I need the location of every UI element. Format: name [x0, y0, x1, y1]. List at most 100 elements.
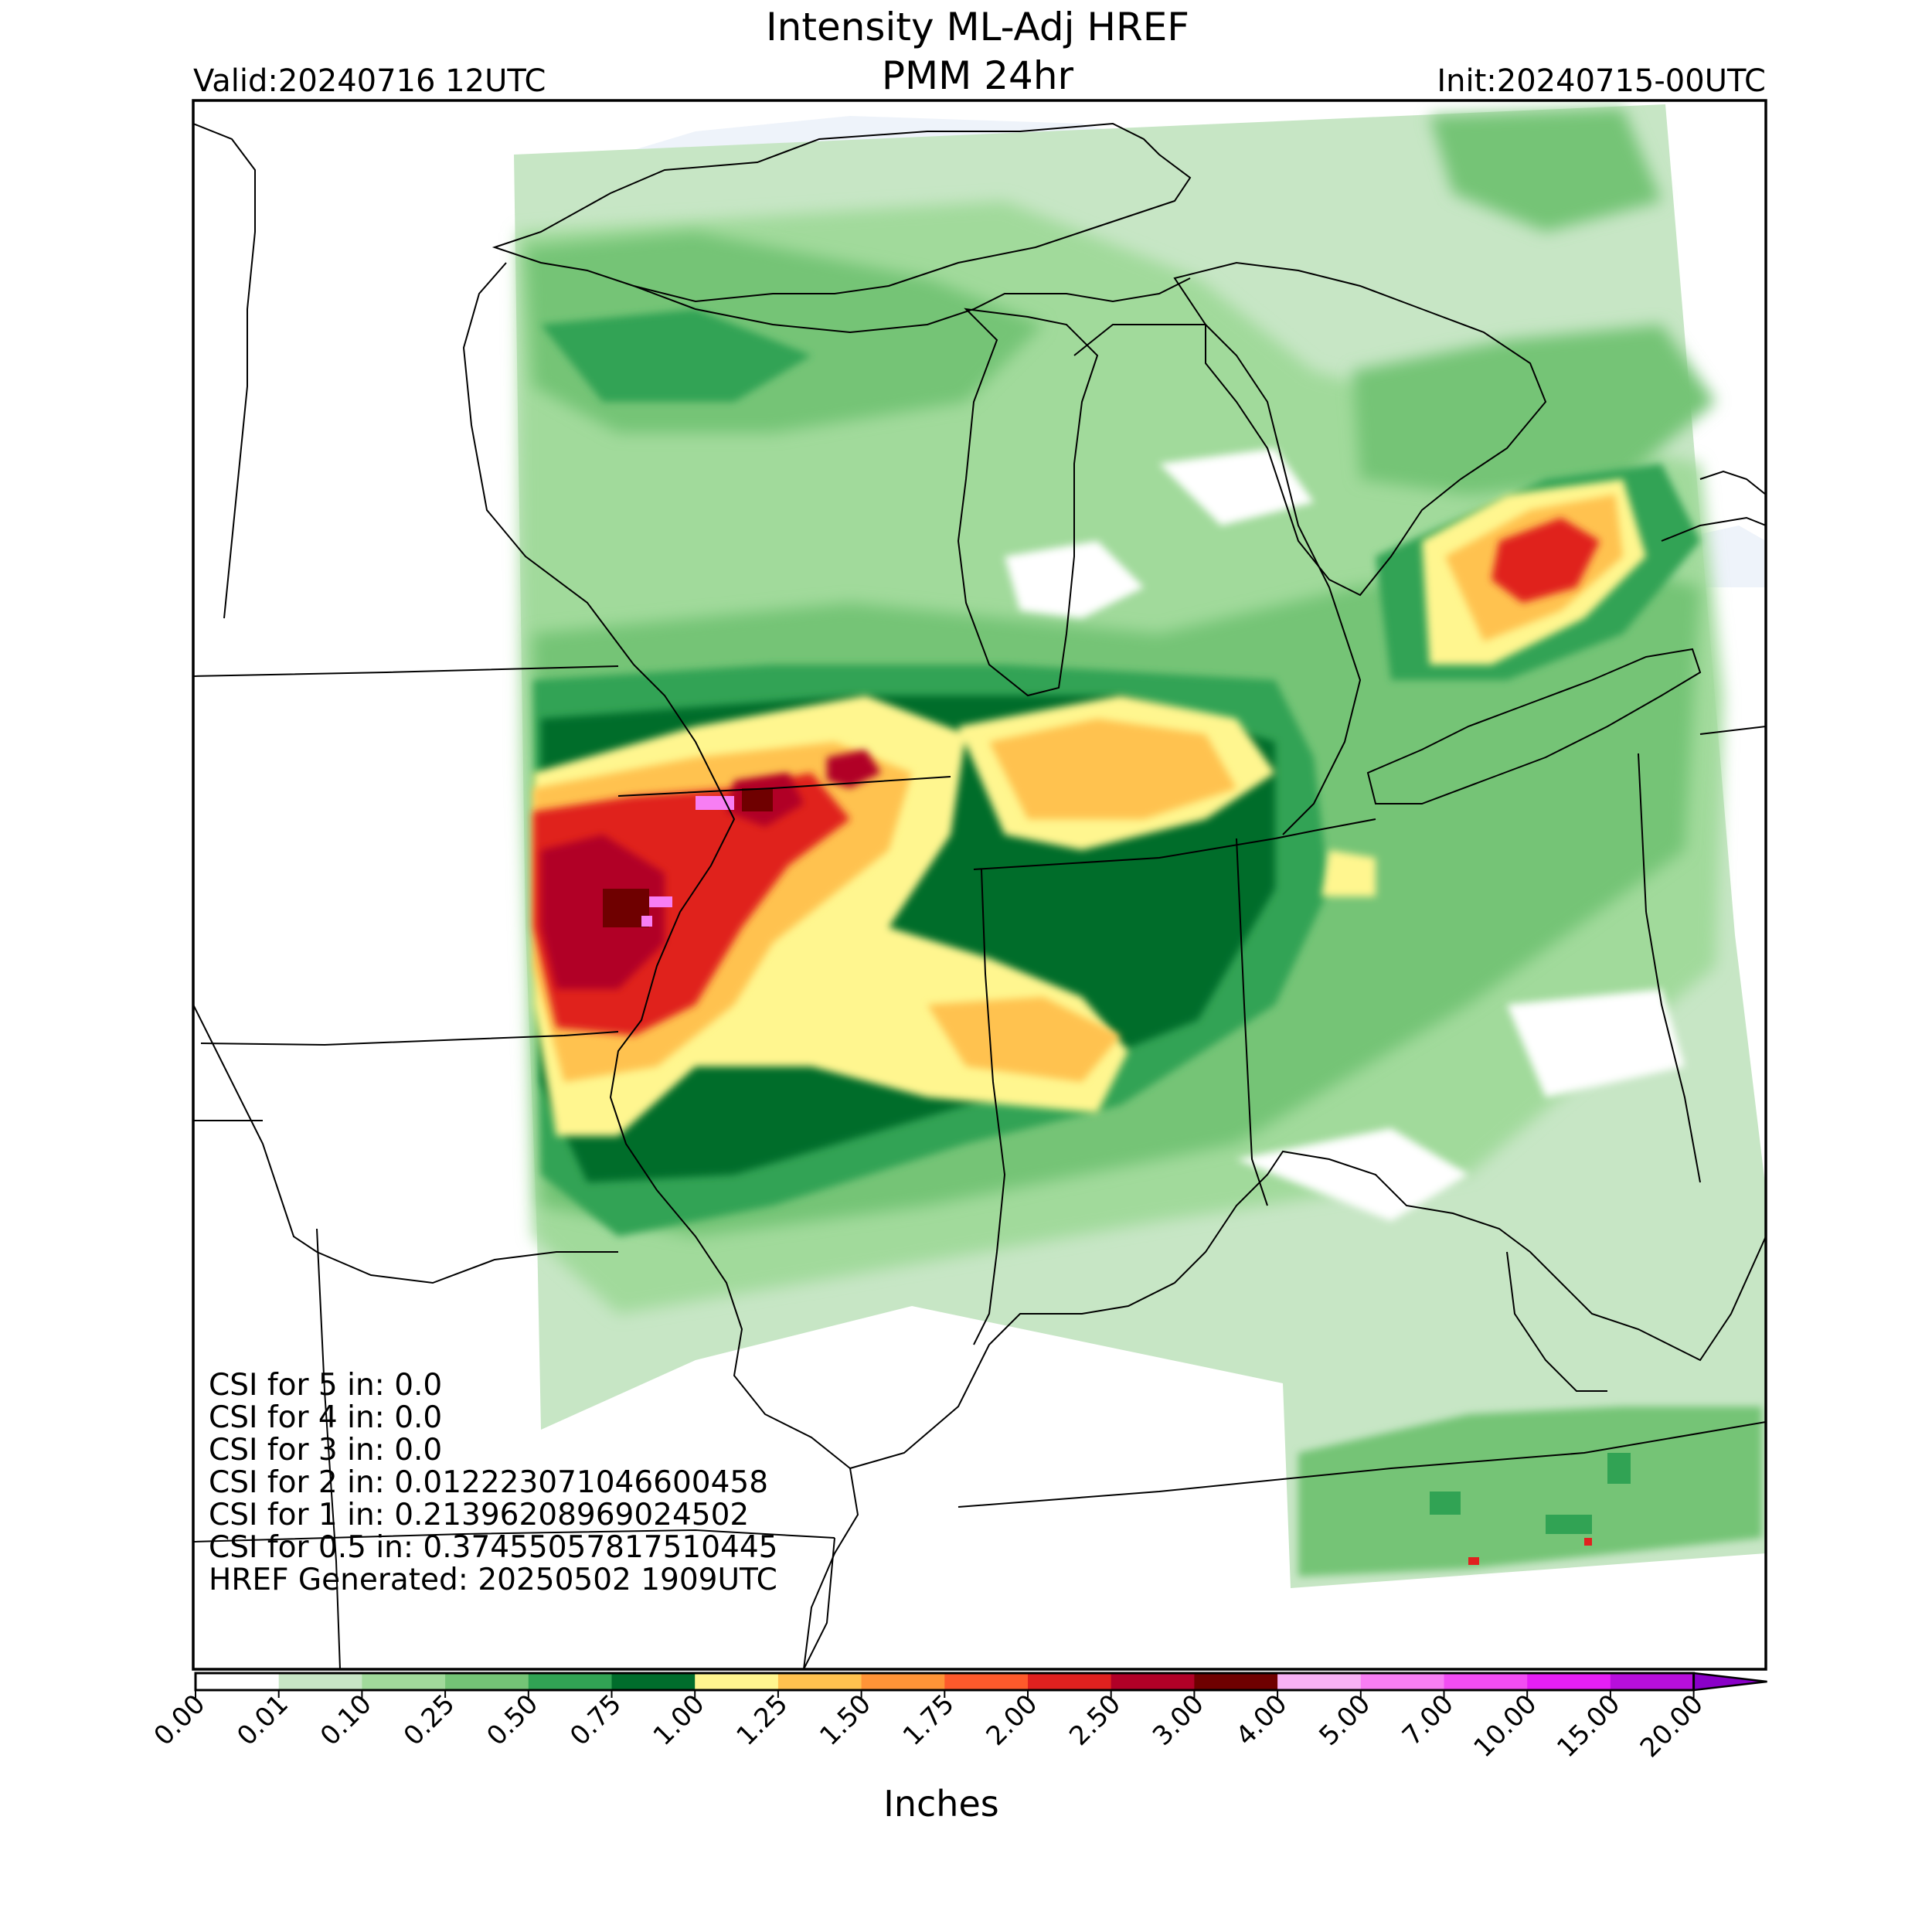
href-generated: HREF Generated: 20250502 1909UTC	[209, 1563, 777, 1597]
missouri-river	[193, 1004, 618, 1284]
michigan-lp-outline	[1073, 324, 1362, 835]
state-line-ia-mo	[200, 1031, 619, 1046]
michigan-up-outline	[633, 277, 1191, 334]
map-frame	[192, 99, 1767, 1671]
colorbar-tick-label: 7.00	[1396, 1689, 1460, 1752]
precip-band-0.25-ne	[1430, 108, 1662, 232]
colorbar-tick-label: 4.00	[1230, 1689, 1294, 1752]
colorbar-segment	[1111, 1673, 1195, 1690]
precip-band-1.25-middle	[989, 719, 1236, 819]
state-line-ar-tn	[803, 1537, 835, 1669]
colorbar-tick-label: 0.50	[481, 1689, 544, 1752]
colorbar-segments	[196, 1673, 1695, 1690]
csi-line: CSI for 3 in: 0.0	[209, 1433, 442, 1468]
colorbar-tick-label: 5.00	[1313, 1689, 1376, 1752]
boundaries	[193, 122, 1766, 1669]
colorbar-segment	[611, 1673, 696, 1690]
colorbar-tick-label: 0.10	[315, 1689, 378, 1752]
colorbar-segment	[528, 1673, 612, 1690]
title-line1: Intensity ML-Adj HREF	[766, 5, 1189, 49]
colorbar-segment	[1194, 1673, 1278, 1690]
precip-gap-b	[1159, 448, 1314, 526]
precip-band-2.50-n	[827, 750, 881, 788]
mississippi-river	[609, 664, 859, 1669]
colorbar-tick-label: 3.00	[1147, 1689, 1210, 1752]
lake-erie-outline	[1366, 648, 1702, 804]
state-line-ks-mo	[316, 1228, 341, 1669]
colorbar-segment	[944, 1673, 1029, 1690]
state-line-mo-ar	[193, 1529, 835, 1543]
precip-band-2.00-north	[1492, 518, 1600, 603]
colorbar-segment	[196, 1673, 280, 1690]
colorbar-segment	[1444, 1673, 1528, 1690]
colorbar-tick-label: 0.00	[148, 1689, 212, 1752]
colorbar-extend-arrow	[1692, 1672, 1767, 1692]
ohio-river	[849, 1150, 1766, 1469]
state-line-pa-ny	[1699, 726, 1766, 735]
state-line-mn-ia	[193, 665, 619, 677]
precip-gap-c	[1236, 1128, 1468, 1221]
colorbar-tick-label: 1.25	[730, 1689, 794, 1752]
colorbar-tick-label: 1.00	[648, 1689, 711, 1752]
csi-line: CSI for 4 in: 0.0	[209, 1400, 442, 1435]
precip-band-1.00-east	[1321, 850, 1376, 896]
precip-speckle-south-b	[1546, 1515, 1592, 1534]
lake-huron-outline	[1173, 261, 1547, 597]
precip-band-1.25-south	[927, 997, 1121, 1082]
precip-speckle-south-a	[1430, 1492, 1461, 1515]
state-line-in-oh-mi	[1274, 818, 1376, 839]
colorbar-segment	[1527, 1673, 1611, 1690]
colorbar-tick-label: 10.00	[1468, 1689, 1543, 1764]
precip-speckle-south-e	[1584, 1538, 1592, 1546]
precip-gap-a	[1005, 541, 1144, 618]
lake-ontario-outline	[1661, 516, 1766, 542]
precip-gap-d	[1507, 989, 1685, 1097]
colorbar-segment	[1610, 1673, 1695, 1690]
colorbar-segment	[278, 1673, 362, 1690]
colorbar-segment	[1360, 1673, 1444, 1690]
ny-border	[1699, 470, 1766, 495]
colorbar-tick-label: 0.25	[398, 1689, 461, 1752]
wi-mn-border	[462, 262, 634, 665]
state-line-oh-pa	[1645, 911, 1701, 1183]
precip-max-4.00-b	[649, 896, 672, 907]
colorbar-tick-label: 0.01	[231, 1689, 294, 1752]
colorbar: 0.00 0.01 0.10 0.25 0.50 0.75 1.00 1.25 1.50 1.75…	[148, 1672, 1767, 1825]
precip-band-0.25-east	[1352, 325, 1716, 495]
colorbar-tick-label: 1.75	[897, 1689, 961, 1752]
colorbar-label: Inches	[883, 1783, 998, 1825]
csi-line: CSI for 5 in: 0.0	[209, 1368, 442, 1403]
precip-band-0.50-north	[541, 309, 811, 402]
colorbar-ticks: 0.00 0.01 0.10 0.25 0.50 0.75 1.00 1.25 1.50 1.75…	[148, 1689, 1709, 1764]
wv-ky-border	[1506, 1251, 1607, 1392]
colorbar-tick-label: 20.00	[1634, 1689, 1709, 1764]
precip-max-4.00-c	[641, 916, 652, 927]
colorbar-tick-label: 0.75	[564, 1689, 628, 1752]
init-time: Init:20240715-00UTC	[1437, 63, 1766, 99]
colorbar-tick-label: 1.50	[814, 1689, 877, 1752]
colorbar-segment	[1277, 1673, 1362, 1690]
csi-stats-block: CSI for 5 in: 0.0 CSI for 4 in: 0.0 CSI …	[209, 1368, 777, 1597]
title-line2: PMM 24hr	[882, 53, 1074, 98]
csi-line: CSI for 2 in: 0.012223071046600458	[209, 1465, 768, 1500]
state-line-pa-east	[1638, 753, 1647, 913]
colorbar-tick-label: 2.50	[1063, 1689, 1127, 1752]
colorbar-segment	[445, 1673, 529, 1690]
colorbar-segment	[777, 1673, 862, 1690]
precip-speckle-south-d	[1468, 1557, 1479, 1565]
colorbar-segment	[861, 1673, 945, 1690]
state-line-ky-tn	[957, 1421, 1766, 1508]
colorbar-tick-label: 15.00	[1551, 1689, 1626, 1764]
dakota-border	[193, 123, 256, 619]
precip-max-3.00-b	[742, 788, 773, 811]
colorbar-segment	[695, 1673, 779, 1690]
precip-speckle-south	[1298, 1406, 1762, 1577]
csi-line: CSI for 0.5 in: 0.37455057817510445	[209, 1530, 777, 1565]
map-panel	[193, 100, 1766, 1669]
colorbar-tick-label: 2.00	[981, 1689, 1044, 1752]
precip-speckle-south-c	[1607, 1453, 1631, 1484]
lake-superior-outline	[492, 122, 1192, 303]
valid-time: Valid:20240716 12UTC	[193, 63, 546, 99]
colorbar-segment	[1028, 1673, 1112, 1690]
